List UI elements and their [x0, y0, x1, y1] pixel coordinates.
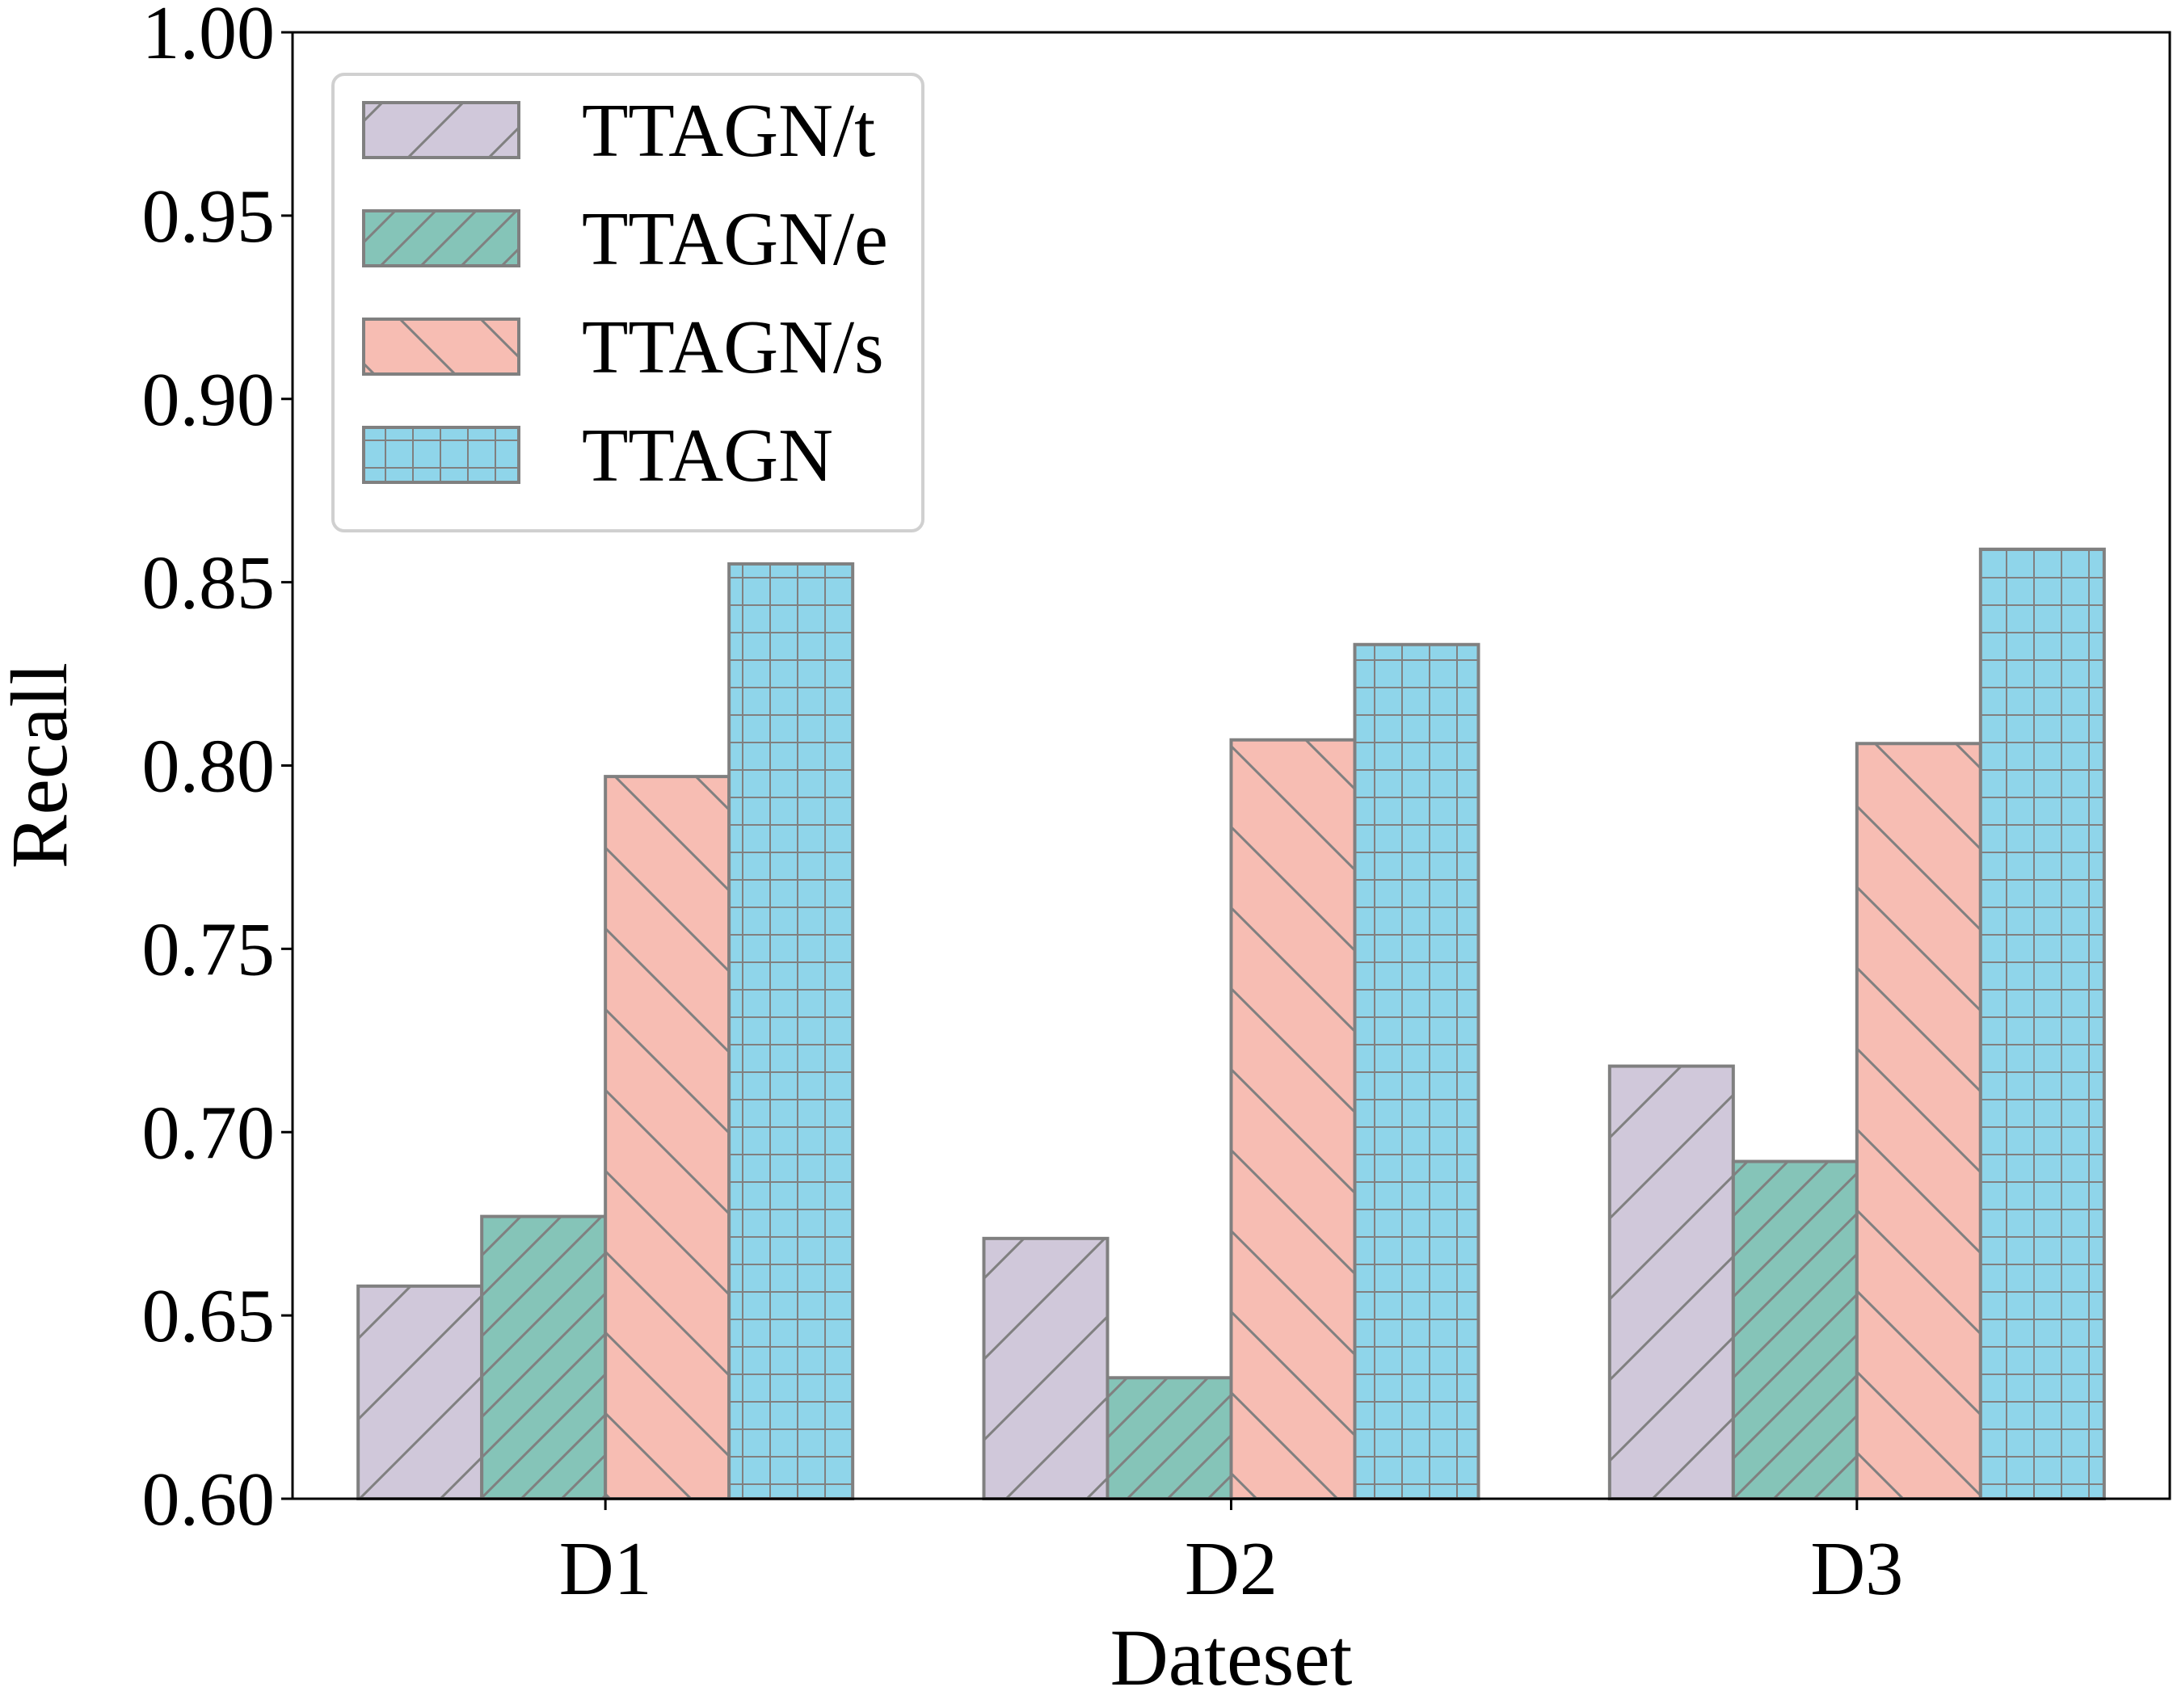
legend-label: TTAGN/s: [582, 305, 884, 389]
y-tick-label: 0.70: [142, 1091, 276, 1175]
bar-ttagn-e-d3: [1731, 1159, 1859, 1501]
bar-ttagn-e-d2: [1105, 1376, 1233, 1500]
y-tick-label: 0.75: [142, 907, 276, 991]
legend: TTAGN/t TTAGN/e TTAGN/s TTAGN: [331, 73, 924, 532]
y-axis-title: Recall: [0, 663, 84, 869]
bars-layer: [356, 547, 2106, 1501]
legend-swatch: [362, 426, 520, 484]
x-tick-label: D1: [559, 1527, 652, 1611]
y-tick-label: 0.95: [142, 175, 276, 259]
bar-ttagn-t-d3: [1607, 1064, 1735, 1500]
y-tick-label: 0.85: [142, 541, 276, 625]
y-tick-label: 0.80: [142, 725, 276, 809]
legend-swatch: [362, 209, 520, 267]
y-tick-label: 0.65: [142, 1274, 276, 1358]
bar-ttagn-d2: [1353, 642, 1480, 1501]
legend-box: [331, 73, 924, 532]
bar-ttagn-d3: [1978, 547, 2106, 1500]
legend-label: TTAGN: [582, 414, 833, 498]
legend-swatch: [362, 318, 520, 376]
bar-ttagn-s-d3: [1855, 742, 1982, 1500]
axis-ticks: 0.60 0.65 0.70 0.75 0.80 0.85 0.90 0.95 1.00 D1 D2…: [142, 0, 1904, 1611]
y-tick-label: 1.00: [142, 0, 276, 75]
legend-label: TTAGN/e: [582, 197, 888, 281]
x-tick-label: D2: [1185, 1527, 1278, 1611]
y-tick-label: 0.90: [142, 358, 276, 442]
bar-ttagn-e-d1: [480, 1214, 608, 1501]
x-axis-title: Dateset: [1110, 1613, 1353, 1702]
legend-label: TTAGN/t: [582, 89, 875, 173]
bar-ttagn-t-d2: [982, 1236, 1110, 1501]
legend-swatch: [362, 101, 520, 159]
bar-ttagn-s-d1: [604, 775, 731, 1500]
bar-ttagn-s-d2: [1229, 738, 1357, 1500]
x-tick-label: D3: [1810, 1527, 1903, 1611]
bar-ttagn-d1: [727, 562, 855, 1500]
y-tick-label: 0.60: [142, 1458, 276, 1542]
bar-ttagn-t-d1: [356, 1284, 484, 1500]
